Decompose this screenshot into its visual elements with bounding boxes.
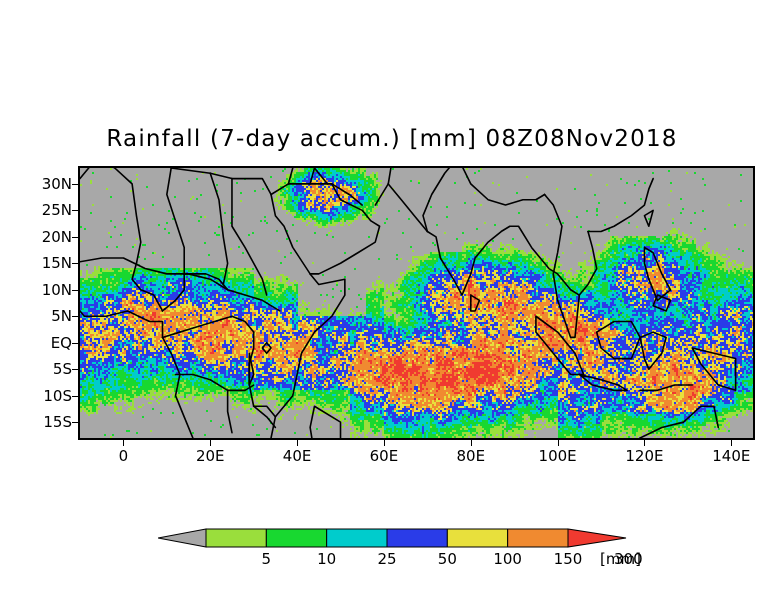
colorbar-tick-label: 150 bbox=[553, 550, 583, 568]
y-axis-tick bbox=[72, 342, 78, 344]
x-axis-ticks bbox=[78, 440, 755, 448]
y-axis-tick bbox=[72, 263, 78, 265]
rainfall-heatmap bbox=[80, 168, 753, 438]
colorbar-tick-label: 5 bbox=[261, 550, 272, 568]
x-axis-label: 40E bbox=[282, 447, 312, 465]
colorbar-extend-high bbox=[567, 528, 627, 548]
colorbar-tick-label: 10 bbox=[317, 550, 337, 568]
y-axis-label: EQ bbox=[50, 333, 72, 352]
y-axis-label: 5N bbox=[51, 307, 72, 326]
page-title: Rainfall (7-day accum.) [mm] 08Z08Nov201… bbox=[106, 126, 678, 152]
colorbar-unit-label: [mm] bbox=[600, 550, 641, 568]
x-axis-label: 100E bbox=[538, 447, 577, 465]
y-axis-label: 5S bbox=[52, 360, 72, 379]
y-axis-label: 10S bbox=[43, 386, 72, 405]
y-axis-tick bbox=[72, 369, 78, 371]
y-axis-label: 25N bbox=[41, 201, 72, 220]
y-axis-tick bbox=[72, 236, 78, 238]
x-axis-label: 140E bbox=[712, 447, 751, 465]
x-axis-label: 0 bbox=[118, 447, 129, 465]
y-axis-tick bbox=[72, 422, 78, 424]
colorbar-segment bbox=[446, 528, 509, 548]
x-axis-label: 80E bbox=[456, 447, 486, 465]
colorbar-segment bbox=[326, 528, 388, 548]
x-axis-tick bbox=[731, 440, 733, 446]
y-axis-tick bbox=[72, 210, 78, 212]
y-axis-ticks bbox=[72, 166, 80, 440]
x-axis-tick bbox=[644, 440, 646, 446]
x-axis-label: 60E bbox=[369, 447, 399, 465]
y-axis-label: 30N bbox=[41, 174, 72, 193]
colorbar-segment bbox=[265, 528, 328, 548]
x-axis-tick bbox=[557, 440, 559, 446]
colorbar-tick-label: 100 bbox=[493, 550, 522, 568]
colorbar-tick-label: 300 bbox=[614, 550, 643, 568]
y-axis-label: 15S bbox=[43, 413, 72, 432]
x-axis-label: 20E bbox=[195, 447, 225, 465]
y-axis-label: 10N bbox=[41, 280, 72, 299]
x-axis-tick bbox=[470, 440, 472, 446]
x-axis-label: 120E bbox=[625, 447, 664, 465]
y-axis-label: 15N bbox=[41, 254, 72, 273]
y-axis-tick bbox=[72, 395, 78, 397]
colorbar bbox=[158, 527, 628, 549]
x-axis-tick bbox=[210, 440, 212, 446]
x-axis-labels: 0 20E 40E 60E 80E 100E 120E 140E bbox=[78, 447, 755, 471]
colorbar-tick-label: 25 bbox=[377, 550, 397, 568]
y-axis-tick bbox=[72, 183, 78, 185]
y-axis-label: 20N bbox=[41, 227, 72, 246]
x-axis-tick bbox=[383, 440, 385, 446]
colorbar-extend-low bbox=[158, 528, 207, 548]
colorbar-segment bbox=[507, 528, 569, 548]
colorbar-tick-labels: 5 10 25 50 100 150 300 bbox=[100, 550, 700, 572]
y-axis-labels: 30N 25N 20N 15N 10N 5N EQ 5S 10S 15S bbox=[22, 166, 72, 440]
map-plot-area bbox=[78, 166, 755, 440]
x-axis-tick bbox=[123, 440, 125, 446]
colorbar-segment bbox=[386, 528, 448, 548]
colorbar-segment bbox=[205, 528, 267, 548]
x-axis-tick bbox=[297, 440, 299, 446]
colorbar-tick-label: 50 bbox=[437, 550, 457, 568]
y-axis-tick bbox=[72, 289, 78, 291]
y-axis-tick bbox=[72, 316, 78, 318]
